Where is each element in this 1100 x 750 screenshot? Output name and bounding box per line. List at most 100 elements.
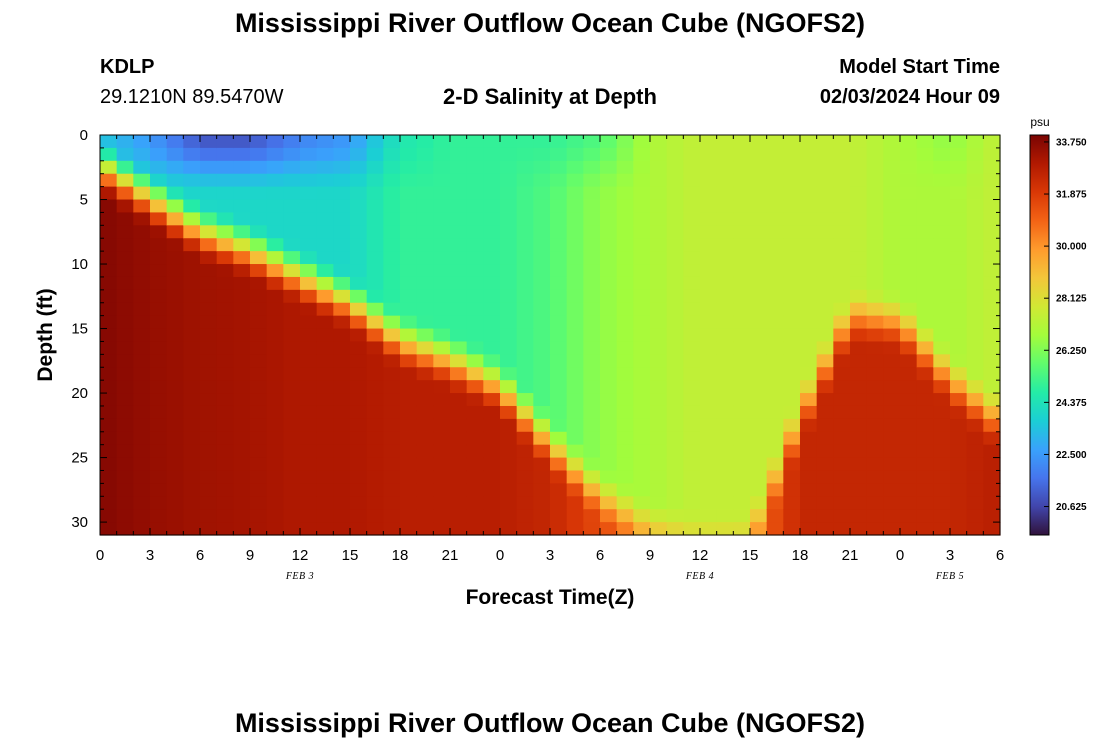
heatmap-cell (850, 225, 868, 239)
heatmap-cell (600, 470, 618, 484)
heatmap-cell (266, 405, 284, 420)
heatmap-cell (316, 431, 334, 446)
heatmap-cell (516, 315, 534, 330)
heatmap-cell (833, 315, 851, 330)
heatmap-cell (600, 251, 618, 265)
heatmap-cell (283, 470, 301, 484)
heatmap-cell (316, 509, 334, 523)
heatmap-cell (650, 522, 668, 536)
heatmap-cell (433, 431, 451, 446)
heatmap-cell (500, 470, 518, 484)
heatmap-cell (583, 483, 601, 497)
heatmap (100, 135, 1001, 536)
heatmap-cell (633, 354, 651, 368)
heatmap-cell (350, 147, 368, 162)
heatmap-cell (100, 393, 118, 407)
heatmap-cell (633, 483, 651, 497)
heatmap-cell (316, 367, 334, 381)
heatmap-cell (283, 264, 301, 278)
heatmap-cell (933, 251, 951, 265)
heatmap-cell (883, 199, 901, 214)
heatmap-cell (533, 496, 551, 510)
heatmap-cell (450, 522, 468, 536)
heatmap-cell (266, 212, 284, 226)
heatmap-cell (183, 186, 201, 201)
colorbar-tick-label: 31.875 (1056, 190, 1087, 201)
heatmap-cell (716, 199, 734, 214)
heatmap-cell (650, 470, 668, 484)
heatmap-cell (916, 496, 934, 510)
heatmap-cell (333, 251, 351, 265)
x-axis: 0 3 6 9 12 15 18 21 0 3 6 9 12 15 18 21 0 3 6 (96, 135, 1004, 564)
heatmap-cell (183, 483, 201, 497)
heatmap-cell (583, 225, 601, 239)
heatmap-cell (700, 238, 718, 252)
heatmap-cell (666, 354, 684, 368)
heatmap-cell (683, 264, 701, 278)
heatmap-cell (333, 147, 351, 162)
heatmap-cell (483, 483, 501, 497)
heatmap-cell (116, 470, 134, 484)
heatmap-cell (483, 444, 501, 459)
heatmap-cell (416, 367, 434, 381)
heatmap-cell (950, 173, 968, 188)
heatmap-cell (766, 264, 784, 278)
heatmap-cell (500, 199, 518, 214)
heatmap-cell (616, 160, 634, 175)
heatmap-cell (833, 160, 851, 175)
heatmap-cell (416, 251, 434, 265)
heatmap-cell (950, 302, 968, 317)
heatmap-cell (983, 444, 1001, 459)
heatmap-cell (700, 225, 718, 239)
heatmap-cell (516, 225, 534, 239)
heatmap-cell (550, 418, 568, 433)
heatmap-cell (683, 380, 701, 394)
footer-title: Mississippi River Outflow Ocean Cube (NG… (234, 708, 866, 738)
heatmap-cell (616, 367, 634, 381)
heatmap-cell (350, 135, 368, 149)
heatmap-cell (150, 418, 168, 433)
heatmap-cell (500, 251, 518, 265)
heatmap-cell (400, 483, 418, 497)
heatmap-cell (266, 470, 284, 484)
heatmap-cell (166, 444, 184, 459)
heatmap-cell (200, 276, 218, 291)
heatmap-cell (983, 315, 1001, 330)
heatmap-cell (566, 354, 584, 368)
heatmap-cell (283, 367, 301, 381)
heatmap-cell (250, 393, 268, 407)
heatmap-cell (666, 328, 684, 343)
heatmap-cell (966, 483, 984, 497)
heatmap-cell (833, 522, 851, 536)
heatmap-cell (433, 483, 451, 497)
heatmap-cell (783, 315, 801, 330)
heatmap-cell (200, 405, 218, 420)
heatmap-cell (233, 393, 251, 407)
heatmap-cell (666, 341, 684, 355)
heatmap-cell (966, 276, 984, 291)
heatmap-cell (183, 225, 201, 239)
heatmap-cell (283, 457, 301, 472)
heatmap-cell (416, 496, 434, 510)
heatmap-cell (416, 380, 434, 394)
heatmap-cell (883, 354, 901, 368)
model-start-value: 02/03/2024 Hour 09 (819, 86, 1000, 108)
heatmap-cell (650, 405, 668, 420)
heatmap-cell (350, 496, 368, 510)
heatmap-cell (200, 160, 218, 175)
heatmap-cell (700, 354, 718, 368)
heatmap-cell (166, 225, 184, 239)
heatmap-cell (516, 251, 534, 265)
heatmap-cell (950, 457, 968, 472)
heatmap-cell (100, 315, 118, 330)
heatmap-cell (766, 496, 784, 510)
heatmap-cell (233, 302, 251, 317)
heatmap-cell (300, 238, 318, 252)
heatmap-cell (500, 522, 518, 536)
heatmap-cell (233, 354, 251, 368)
heatmap-cell (850, 393, 868, 407)
heatmap-cell (216, 238, 234, 252)
heatmap-cell (933, 147, 951, 162)
heatmap-cell (750, 444, 768, 459)
heatmap-cell (700, 509, 718, 523)
